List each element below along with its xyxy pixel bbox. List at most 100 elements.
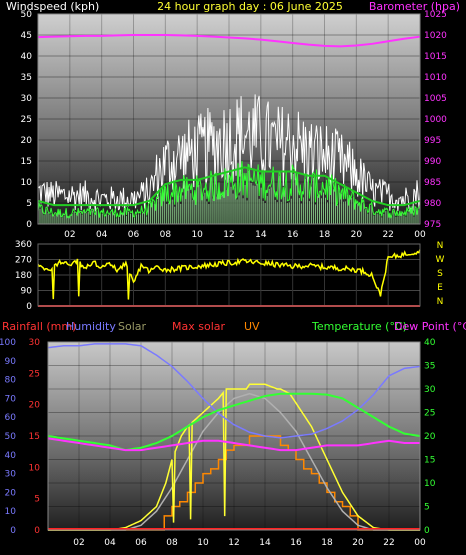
time-tick-label: 22	[383, 538, 394, 548]
barometer-tick-label: 1005	[424, 94, 447, 104]
temperature-line	[47, 392, 421, 452]
wind-tick-label: 50	[21, 10, 33, 20]
humidity-tick-label: 90	[5, 357, 17, 367]
humidity-tick-label: 80	[5, 376, 17, 386]
plot-border	[37, 13, 421, 225]
temperature-plot-area	[48, 342, 420, 530]
time-tick-label: 02	[64, 230, 75, 240]
windspeed-axis-label: Windspeed (kph)	[6, 0, 99, 13]
time-tick-label: 06	[135, 538, 147, 548]
max-solar-legend: Max solar	[172, 320, 225, 333]
barometer-tick-label: 1020	[424, 31, 447, 41]
time-tick-label: 20	[352, 538, 364, 548]
time-tick-label: 00	[414, 538, 426, 548]
temperature-tick-label: 5	[424, 503, 430, 513]
rain-tick-label: 30	[29, 338, 41, 348]
wind-tick-label: 35	[21, 73, 32, 83]
time-tick-label: 18	[321, 538, 333, 548]
time-tick-label: 10	[191, 230, 203, 240]
time-tick-label: 14	[259, 538, 271, 548]
temperature-tick-label: 0	[424, 526, 430, 536]
humidity-tick-label: 100	[0, 338, 16, 348]
time-tick-label: 00	[414, 230, 426, 240]
time-tick-label: 04	[96, 230, 108, 240]
time-tick-label: 10	[197, 538, 209, 548]
wind-tick-label: 25	[21, 115, 32, 125]
barometer-tick-label: 995	[424, 136, 441, 146]
compass-label: N	[437, 241, 444, 251]
humidity-tick-label: 40	[5, 451, 17, 461]
barometer-tick-label: 990	[424, 157, 441, 167]
time-tick-label: 08	[166, 538, 178, 548]
humidity-line	[47, 343, 421, 439]
wind-pressure-axes: 0510152025303540455097598098599099510001…	[21, 10, 448, 240]
compass-label: E	[437, 283, 443, 293]
barometer-tick-label: 1015	[424, 52, 447, 62]
humidity-tick-label: 50	[5, 432, 17, 442]
humidity-tick-label: 10	[5, 507, 17, 517]
time-tick-label: 20	[351, 230, 363, 240]
temperature-tick-label: 30	[424, 385, 436, 395]
wind-average-line	[37, 166, 421, 207]
rain-tick-label: 25	[29, 369, 40, 379]
barometer-tick-label: 975	[424, 220, 441, 230]
humidity-tick-label: 70	[5, 394, 17, 404]
compass-label: W	[436, 255, 445, 265]
temperature-tick-label: 40	[424, 338, 436, 348]
rain-tick-label: 0	[34, 526, 40, 536]
compass-label: S	[437, 269, 443, 279]
direction-tick-label: 180	[15, 271, 32, 281]
plot-border	[47, 341, 421, 531]
wind-direction-line	[37, 249, 421, 300]
direction-tick-label: 360	[15, 240, 32, 250]
wind-tick-label: 30	[21, 94, 33, 104]
compass-label: N	[437, 297, 444, 307]
wind-tick-label: 10	[21, 178, 33, 188]
uv-legend: UV	[244, 320, 260, 333]
barometer-line	[37, 34, 421, 48]
wind-speed-line	[37, 160, 421, 219]
humidity-tick-label: 0	[10, 526, 16, 536]
temperature-tick-label: 35	[424, 362, 435, 372]
wind-tick-label: 40	[21, 52, 33, 62]
humidity-tick-label: 20	[5, 488, 17, 498]
barometer-tick-label: 1025	[424, 10, 447, 20]
wind-pressure-series	[37, 34, 421, 224]
wind-gust-line	[37, 94, 421, 212]
temperature-legend: Temperature (°C)	[311, 320, 407, 333]
rain-tick-label: 5	[34, 495, 40, 505]
wind-tick-label: 0	[26, 220, 32, 230]
humidity-legend: Humidity	[66, 320, 116, 333]
barometer-tick-label: 1000	[424, 115, 447, 125]
time-tick-label: 08	[160, 230, 172, 240]
temperature-tick-label: 25	[424, 409, 435, 419]
temperature-axes: 0510152025303540010203040506070809010005…	[0, 338, 436, 548]
direction-tick-label: 0	[26, 302, 32, 312]
barometer-axis-label: Barometer (hpa)	[369, 0, 460, 13]
barometer-tick-label: 1010	[424, 73, 447, 83]
rain-tick-label: 10	[29, 463, 41, 473]
time-tick-label: 18	[319, 230, 331, 240]
time-tick-label: 04	[104, 538, 116, 548]
wind-tick-label: 15	[21, 157, 32, 167]
time-tick-label: 02	[73, 538, 84, 548]
temperature-tick-label: 10	[424, 479, 436, 489]
time-tick-label: 22	[382, 230, 393, 240]
wind-tick-label: 45	[21, 31, 32, 41]
wind-direction-series	[37, 249, 421, 300]
wind-tick-label: 20	[21, 136, 33, 146]
time-tick-label: 16	[287, 230, 299, 240]
time-tick-label: 14	[255, 230, 267, 240]
uv-line	[48, 435, 420, 531]
humidity-tick-label: 30	[5, 470, 17, 480]
rainfall-legend: Rainfall (mm)	[2, 320, 76, 333]
barometer-tick-label: 985	[424, 178, 441, 188]
direction-tick-label: 90	[21, 287, 33, 297]
rain-tick-label: 20	[29, 401, 41, 411]
dew-point-legend: Dew Point (°C)	[394, 320, 466, 333]
solar-legend: Solar	[118, 320, 147, 333]
chart-title: 24 hour graph day : 06 June 2025	[157, 0, 343, 13]
